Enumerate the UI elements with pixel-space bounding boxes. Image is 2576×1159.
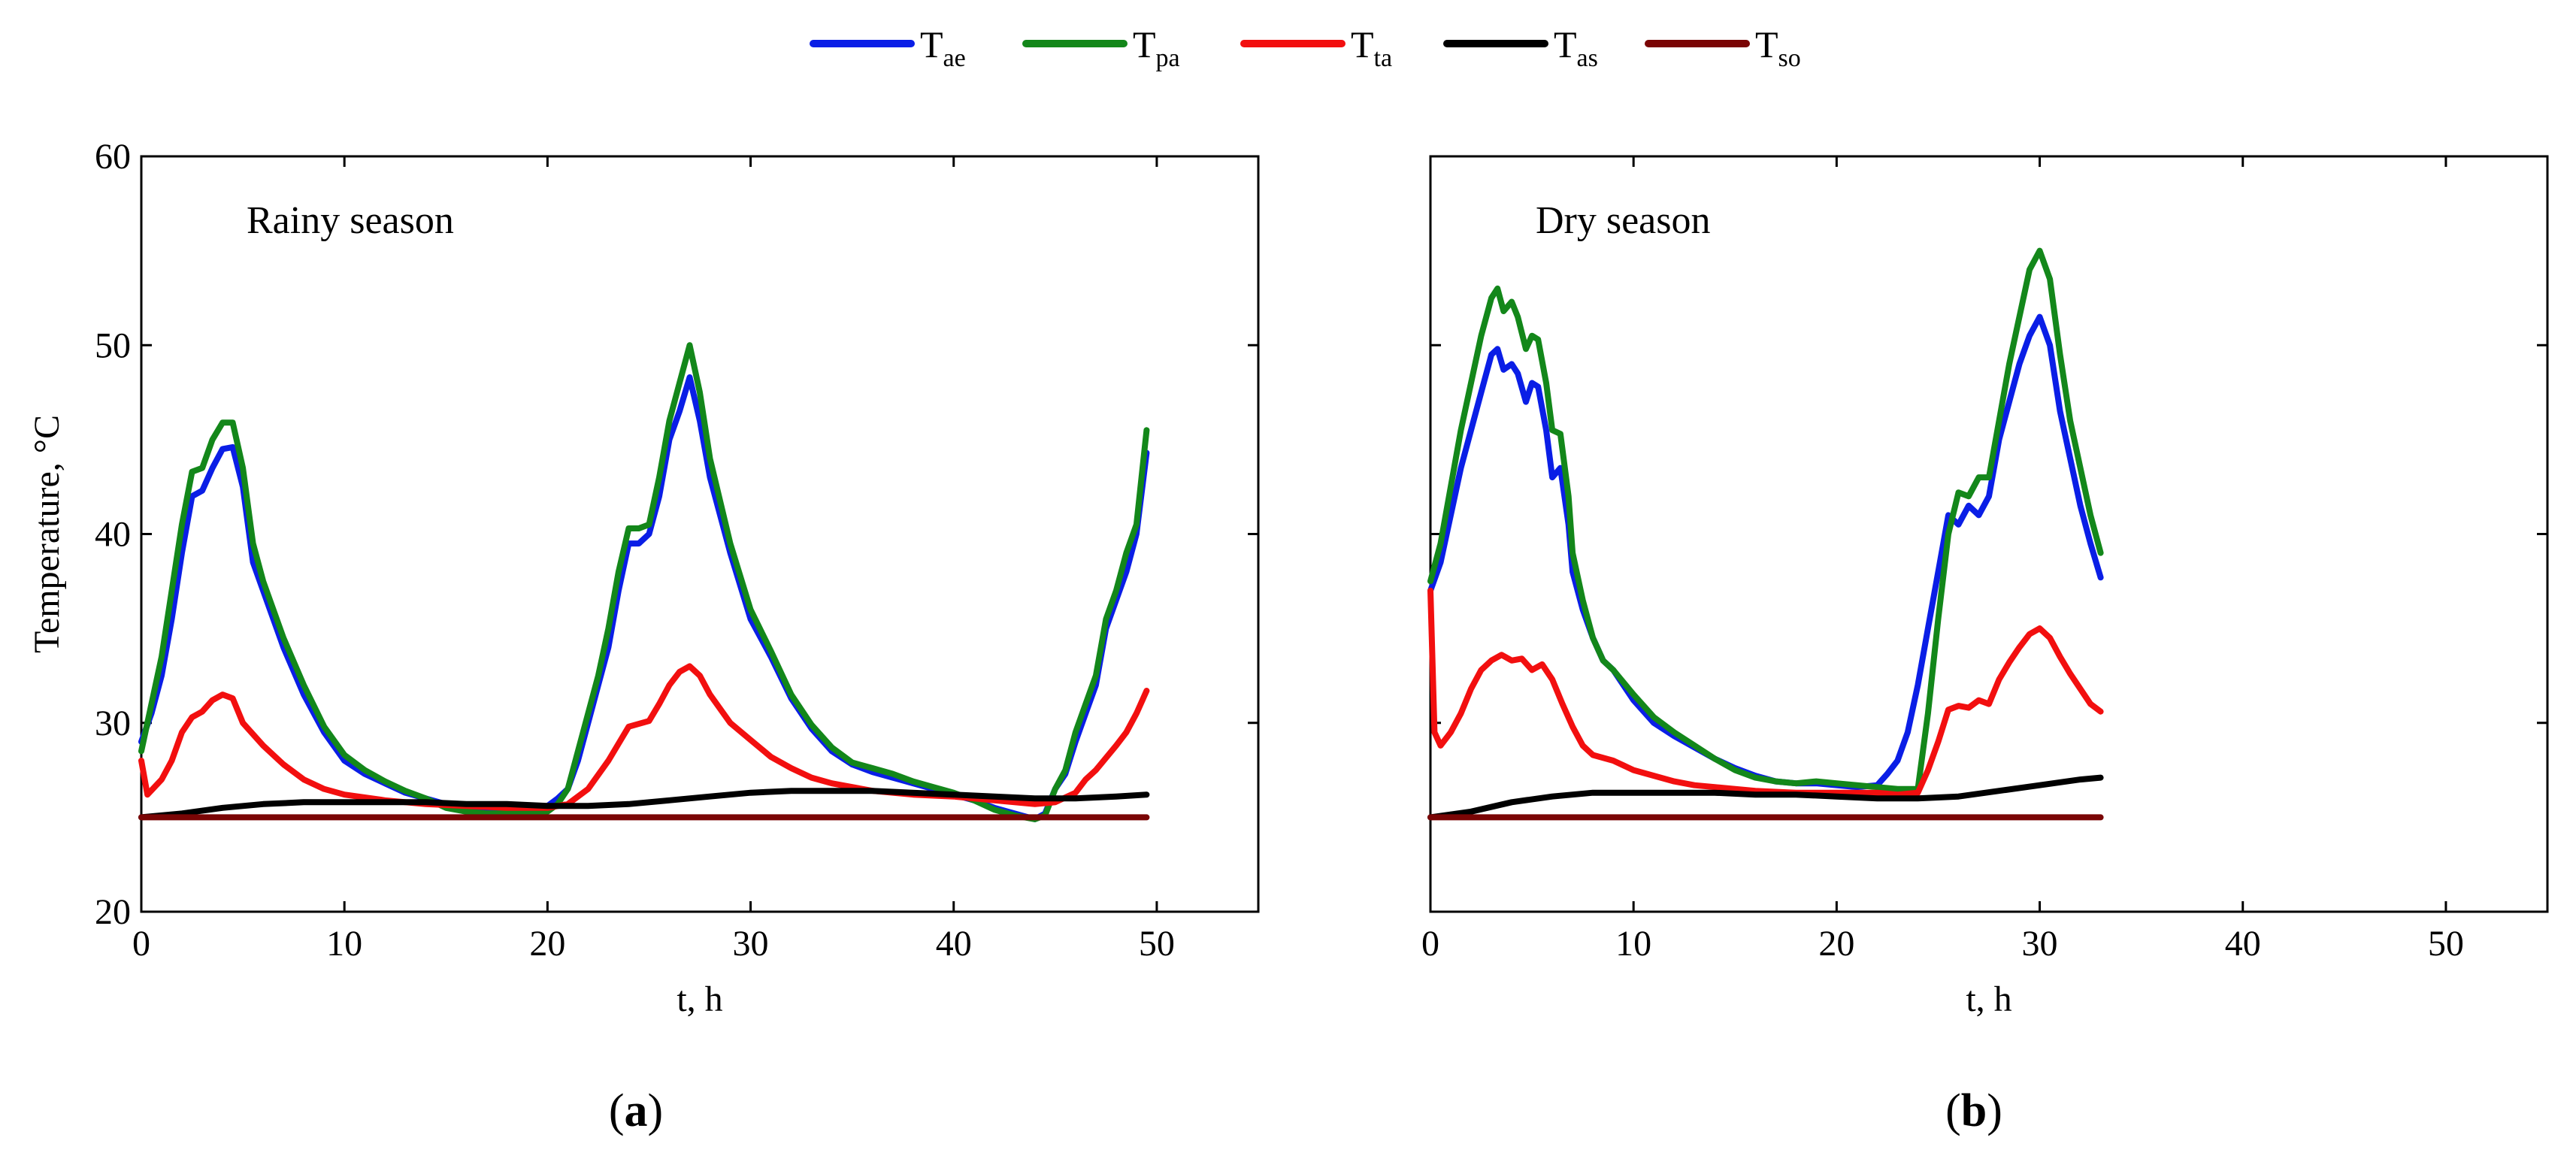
legend-symbol: T [1133,23,1156,65]
legend-subscript: ta [1374,44,1393,72]
legend-label-ae: Tae [920,23,966,72]
legend-subscript: ae [943,44,966,72]
y-tick-label: 40 [95,515,131,555]
series-line-tas [138,788,1150,821]
x-tick-label: 50 [1139,924,1175,964]
y-tick-label: 20 [95,892,131,932]
y-tick-label: 60 [95,137,131,177]
legend-symbol: T [1554,23,1577,65]
series-line-tpa [138,342,1150,822]
series-line-tta [1427,587,2104,798]
x-tick-label: 20 [1818,924,1854,964]
x-tick-label: 30 [2022,924,2058,964]
legend-subscript: pa [1156,44,1180,72]
legend-subscript: so [1778,44,1801,72]
panel-label-letter: b [1961,1085,1987,1136]
panel-label: (b) [1945,1085,2002,1136]
x-tick-label: 40 [2225,924,2261,964]
panel-label-open: ( [1945,1085,1961,1136]
panel-label-close: ) [648,1085,664,1136]
series-line-tae [138,374,1150,822]
legend-label-ta: Tta [1351,23,1392,72]
panel-a: 0 10 20 30 40 50 20 30 40 50 60 Rainy season t, h Tem… [27,137,1260,1136]
season-annotation: Dry season [1536,199,1711,242]
x-tick-label: 0 [1421,924,1439,964]
x-axis-label: t, h [1966,979,2011,1019]
series-line-tpa [1427,247,2104,792]
legend-symbol: T [1755,23,1778,65]
series-line-tta [138,663,1150,811]
y-axis-label: Temperature, °C [27,415,67,653]
panel-label: (a) [609,1085,663,1136]
season-annotation: Rainy season [247,199,454,242]
legend-subscript: as [1577,44,1598,72]
y-tick-label: 50 [95,325,131,365]
legend: Tae Tpa Tta Tas Tso [810,23,1801,72]
legend-label-pa: Tpa [1133,23,1180,72]
legend-symbol: T [920,23,943,65]
legend-symbol: T [1351,23,1374,65]
x-tick-label: 50 [2428,924,2464,964]
panel-b: 0 10 20 30 40 50 Dry season t, h (b) [1421,155,2549,1136]
x-tick-label: 30 [733,924,769,964]
x-tick-label: 10 [1615,924,1651,964]
y-tick-label: 30 [95,704,131,743]
x-tick-label: 20 [529,924,565,964]
x-tick-label: 40 [936,924,972,964]
panel-label-close: ) [1987,1085,2002,1136]
x-tick-label: 0 [132,924,150,964]
legend-label-so: Tso [1755,23,1801,72]
panel-label-letter: a [625,1085,648,1136]
x-tick-label: 10 [326,924,362,964]
legend-label-as: Tas [1554,23,1598,72]
panel-label-open: ( [609,1085,625,1136]
series-line-tae [1427,313,2104,791]
plot-frame [1429,155,2549,913]
series-line-tas [1427,774,2104,821]
x-axis-label: t, h [677,979,722,1019]
